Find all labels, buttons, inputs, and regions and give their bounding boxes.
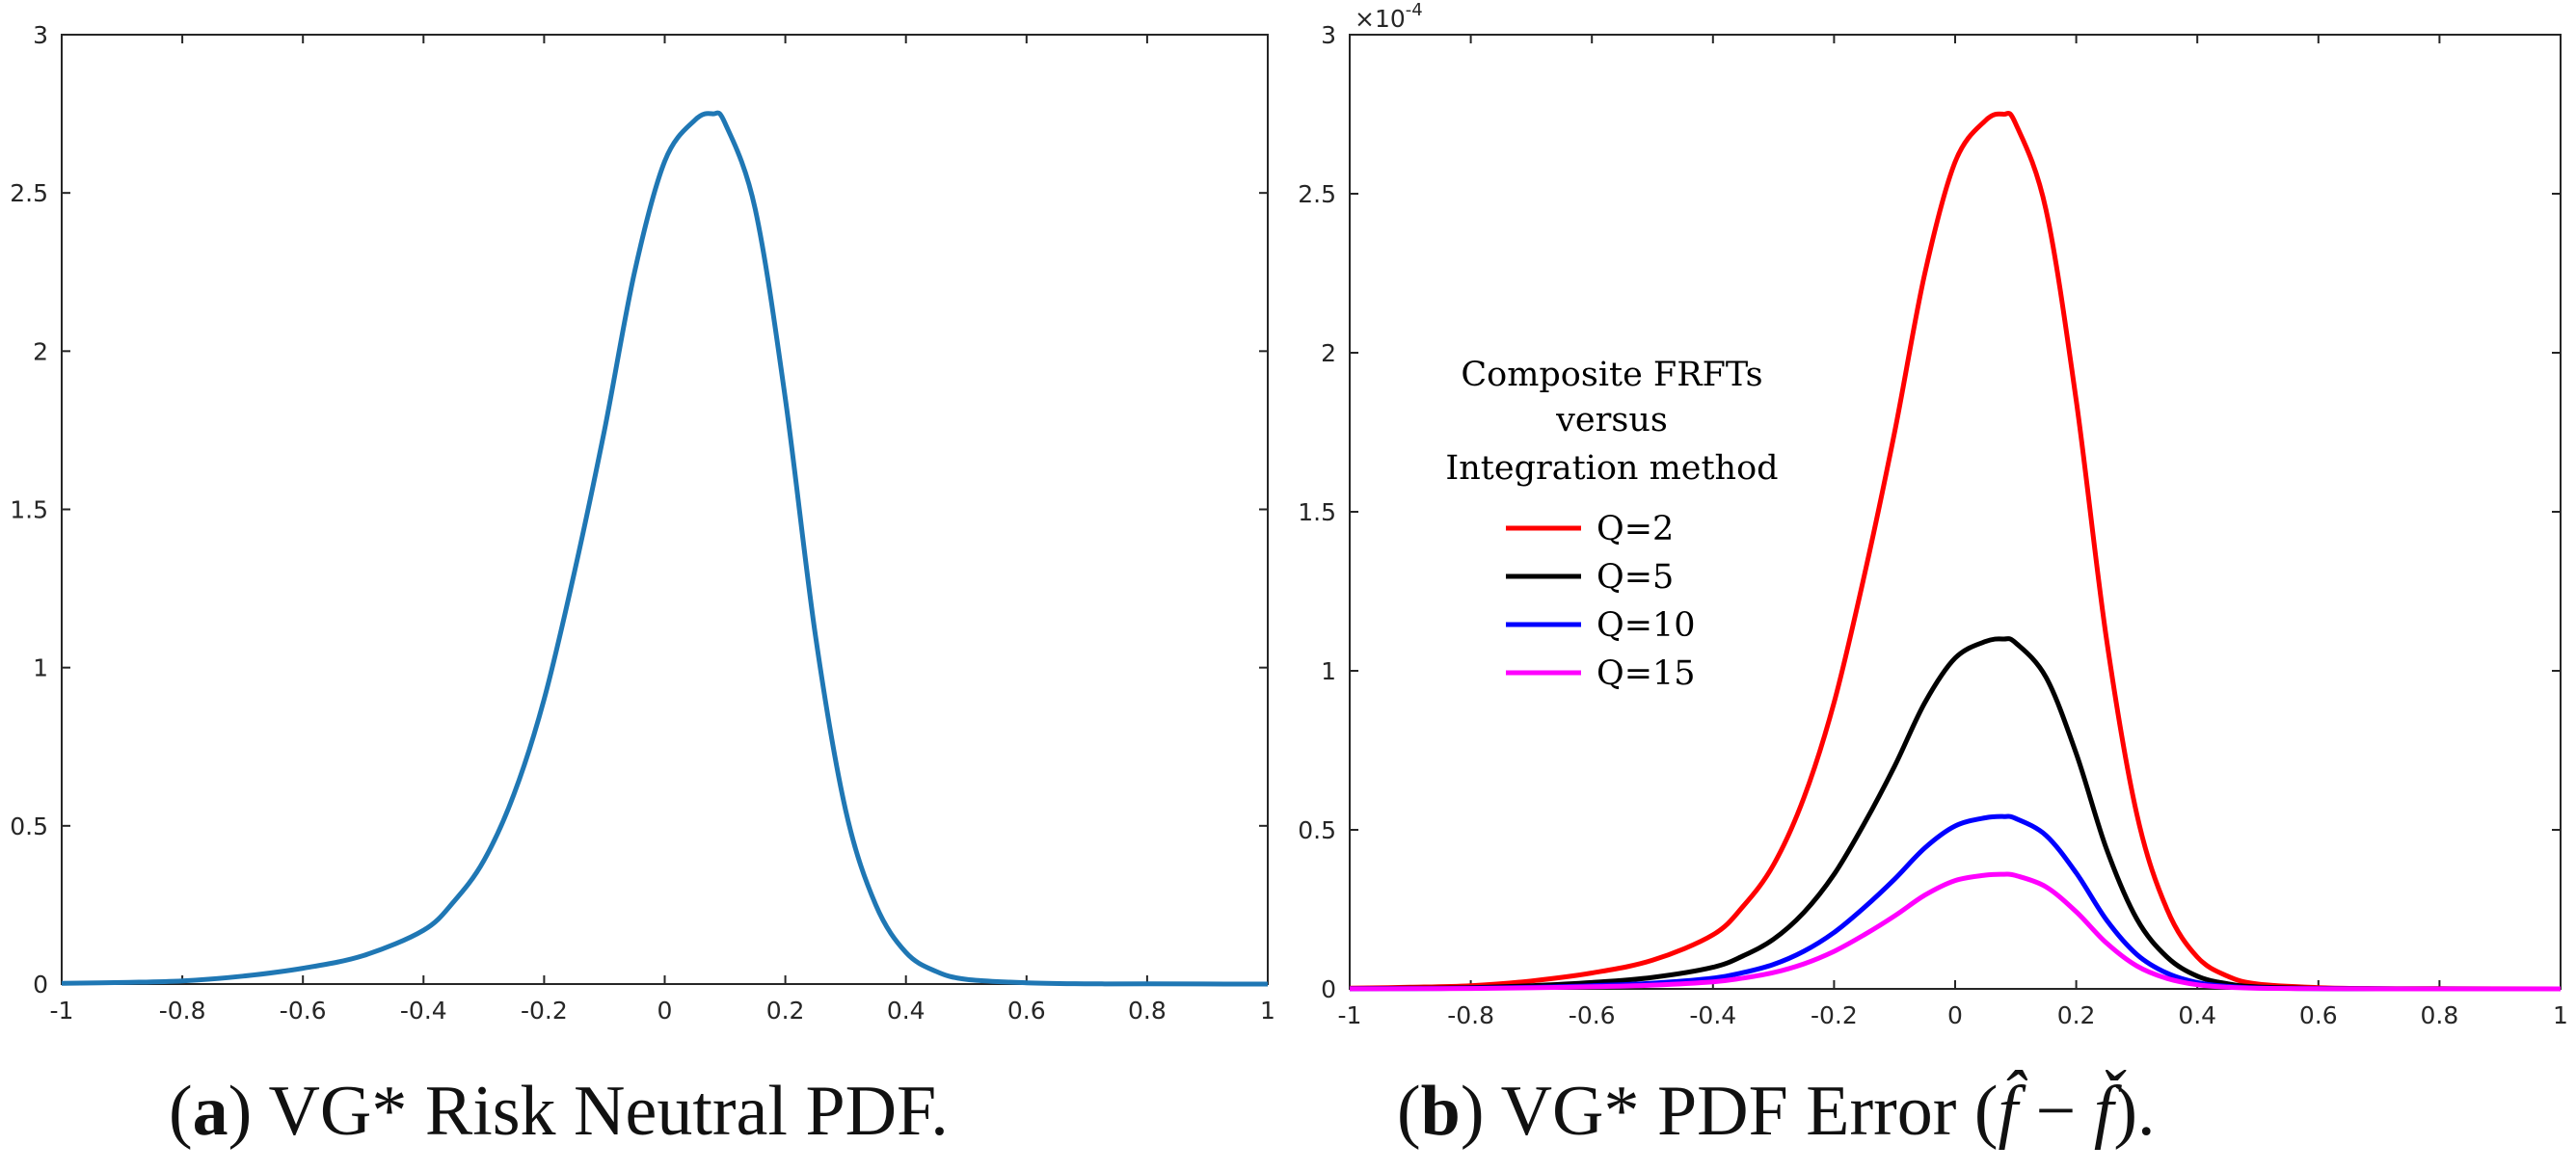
series-line-q-2	[1349, 110, 2562, 992]
x-tick-label: 0	[1947, 1001, 1963, 1029]
y-tick-label: 0.5	[10, 812, 48, 840]
x-tick-label: 0.2	[2057, 1001, 2096, 1029]
x-tick-label: 0.2	[766, 997, 805, 1025]
caption-b-minus: −	[2018, 1072, 2094, 1151]
y-tick-label: 3	[33, 21, 48, 49]
caption-a-open: (	[169, 1072, 193, 1151]
caption-a: (a) VG* Risk Neutral PDF.	[169, 1076, 949, 1147]
legend-label: Q=2	[1597, 510, 1674, 548]
panel-b-legend: Composite FRFTs versus Integration metho…	[1445, 356, 1778, 693]
panel-b-x-axis: -1 -0.8 -0.6 -0.4 -0.2 0 0.2 0.4 0.6 0.8 1	[1338, 35, 2568, 1029]
y-tick-label: 1	[33, 654, 48, 682]
series-line-q-15	[1349, 871, 2561, 992]
y-tick-label: 0	[33, 971, 48, 999]
caption-a-letter: a	[192, 1072, 228, 1151]
x-tick-label: -0.8	[159, 997, 206, 1025]
series-line-vg-pdf	[61, 110, 1269, 987]
x-tick-label: 0.6	[2299, 1001, 2338, 1029]
caption-b-letter: b	[1420, 1072, 1461, 1151]
caption-b-text: ) VG* PDF Error (	[1460, 1072, 1999, 1151]
panel-b-chart: -1 -0.8 -0.6 -0.4 -0.2 0 0.2 0.4 0.6 0.8 1 0 0.5 1 1.…	[1298, 0, 2568, 1029]
panel-a-y-axis: 0 0.5 1 1.5 2 2.5 3	[10, 21, 1268, 999]
panel-b-y-scale-label: ×10-4	[1355, 0, 1423, 33]
x-tick-label: 0.6	[1007, 997, 1046, 1025]
y-tick-label: 1.5	[1298, 498, 1336, 526]
x-tick-label: -0.2	[521, 997, 568, 1025]
x-tick-label: -1	[1338, 1001, 1362, 1029]
x-tick-label: 0	[657, 997, 673, 1025]
y-tick-label: 1.5	[10, 496, 48, 524]
x-tick-label: -1	[50, 997, 74, 1025]
y-tick-label: 2.5	[1298, 180, 1336, 208]
y-tick-label: 2	[33, 337, 48, 365]
panel-b-plot-area	[1349, 34, 2562, 990]
x-tick-label: 0.8	[1128, 997, 1167, 1025]
legend-entries: Q=2 Q=5 Q=10 Q=15	[1506, 510, 1696, 693]
y-tick-label: 2	[1321, 339, 1336, 367]
x-tick-label: 1	[1260, 997, 1275, 1025]
y-tick-label: 3	[1321, 21, 1336, 49]
x-tick-label: -0.6	[280, 997, 327, 1025]
legend-title-line-2: versus	[1555, 401, 1668, 440]
legend-title-line-3: Integration method	[1445, 449, 1778, 488]
x-tick-label: -0.6	[1569, 1001, 1616, 1029]
x-tick-label: 0.4	[887, 997, 926, 1025]
y-tick-label: 2.5	[10, 179, 48, 207]
legend-label: Q=15	[1597, 654, 1696, 693]
x-tick-label: 1	[2553, 1001, 2568, 1029]
legend-label: Q=10	[1597, 606, 1696, 645]
caption-a-text: ) VG* Risk Neutral PDF.	[228, 1072, 949, 1151]
caption-b-open: (	[1397, 1072, 1421, 1151]
x-tick-label: 0.4	[2178, 1001, 2216, 1029]
y-tick-label: 0	[1321, 975, 1336, 1003]
panel-a-chart: -1 -0.8 -0.6 -0.4 -0.2 0 0.2 0.4 0.6 0.8 1 0 0.5 1 1.…	[10, 21, 1275, 1025]
legend-title-line-1: Composite FRFTs	[1461, 356, 1762, 394]
panel-a-x-axis: -1 -0.8 -0.6 -0.4 -0.2 0 0.2 0.4 0.6 0.8 1	[50, 35, 1275, 1025]
y-tick-label: 0.5	[1298, 816, 1336, 844]
x-tick-label: -0.2	[1811, 1001, 1858, 1029]
x-tick-label: -0.4	[1689, 1001, 1736, 1029]
x-tick-label: 0.8	[2421, 1001, 2459, 1029]
caption-b: (b) VG* PDF Error (f̂ − f̌).	[1397, 1076, 2156, 1147]
caption-b-fcheck: f̌	[2093, 1072, 2114, 1151]
x-tick-label: -0.8	[1447, 1001, 1494, 1029]
x-tick-label: -0.4	[400, 997, 447, 1025]
panel-a-plot-area	[61, 34, 1269, 985]
caption-b-close: ).	[2113, 1072, 2156, 1151]
legend-label: Q=5	[1597, 558, 1674, 597]
panel-a-series	[61, 110, 1269, 987]
panel-b-y-axis: 0 0.5 1 1.5 2 2.5 3	[1298, 21, 2561, 1003]
caption-b-fhat: f̂	[1998, 1072, 2019, 1151]
panel-b-series	[1349, 110, 2562, 992]
y-tick-label: 1	[1321, 657, 1336, 685]
